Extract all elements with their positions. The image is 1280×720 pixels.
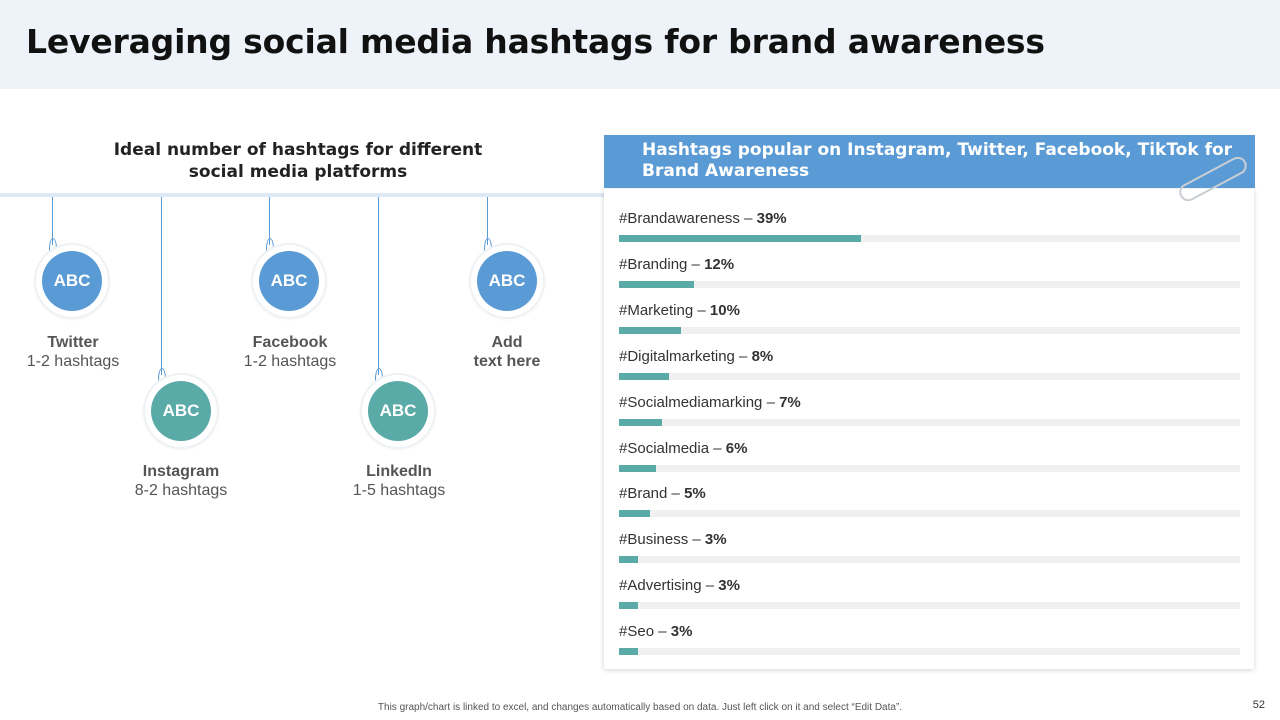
bar-value-label: 3% [718, 577, 740, 595]
platform-name-facebook: Facebook [252, 334, 328, 351]
bar[interactable] [619, 602, 638, 610]
bar-track [619, 235, 1240, 242]
bar-category: #Brandawareness [619, 210, 740, 227]
bar-value-label: 5% [684, 485, 706, 503]
bar-value-label: 39% [756, 210, 787, 227]
bar[interactable] [619, 556, 638, 564]
page-number: 52 [1252, 699, 1265, 711]
bar-separator: – [687, 255, 705, 273]
bar-separator: – [667, 485, 685, 503]
bar[interactable] [619, 464, 657, 472]
bar-category: #Socialmediamarking [619, 393, 763, 411]
footnote: This graph/chart is linked to excel, and… [377, 702, 903, 713]
bar-label: #Advertising – 3% [619, 577, 740, 594]
header-band [0, 0, 1280, 89]
platform-circle-facebook: ABC [253, 245, 325, 317]
bar-label: #Seo – 3% [619, 623, 692, 640]
bar-separator: – [709, 439, 726, 457]
pin-line [487, 197, 488, 245]
pin-line [378, 197, 379, 375]
bar-track [619, 326, 1240, 334]
bar-separator: – [734, 347, 752, 365]
left-title-line1: Ideal number of hashtags for different [113, 140, 483, 160]
bar[interactable] [619, 418, 663, 426]
platform-circle-linkedin: ABC [362, 375, 434, 447]
bar-category: #Business [619, 531, 689, 549]
circle-badge: ABC [259, 251, 319, 311]
bar-separator: – [762, 393, 780, 411]
hashtag-chart-panel [604, 189, 1254, 669]
bar-track [619, 510, 1240, 518]
platform-name-twitter: Twitter [47, 334, 99, 351]
pin-line [269, 197, 270, 245]
bar-label: #Marketing – 10% [619, 302, 740, 319]
bar-separator: – [693, 301, 710, 319]
page-title: Leveraging social media hashtags for bra… [26, 22, 1045, 61]
bar-track [619, 648, 1240, 656]
bar-value-label: 7% [779, 393, 801, 411]
bar-value-label: 10% [709, 301, 740, 319]
circle-badge: ABC [477, 251, 537, 311]
platform-detail-instagram: 8-2 hashtags [134, 482, 228, 499]
bar-value-label: 8% [751, 347, 774, 365]
bar-label: #Business – 3% [619, 531, 727, 548]
circle-badge: ABC [151, 381, 211, 441]
circle-badge: ABC [368, 381, 428, 441]
bar-track [619, 280, 1240, 288]
hanging-rule [0, 193, 605, 197]
panel-header-line1: Hashtags popular on Instagram, Twitter, … [642, 140, 1233, 160]
bar-label: #Brandawareness – 39% [619, 210, 787, 227]
platform-name-instagram: Instagram [142, 463, 220, 480]
bar[interactable] [619, 326, 682, 334]
bar-value-label: 3% [670, 623, 693, 641]
bar[interactable] [619, 648, 638, 656]
bar-category: #Brand [619, 485, 668, 503]
bar-category: #Marketing [619, 301, 694, 319]
bar[interactable] [619, 372, 669, 380]
bar-track [619, 602, 1240, 610]
bar-category: #Socialmedia [619, 439, 710, 457]
panel-header-line2: Brand Awareness [642, 161, 810, 181]
bar-separator: – [688, 531, 705, 549]
bar-track [619, 464, 1240, 472]
bar-value-label: 6% [725, 439, 748, 457]
bar-separator: – [701, 577, 719, 595]
platform-circle-instagram: ABC [145, 375, 217, 447]
bar-value-label: 3% [704, 531, 727, 549]
bar-separator: – [654, 623, 671, 641]
platform-detail-linkedin: 1-5 hashtags [352, 482, 446, 499]
bar-track [619, 418, 1240, 426]
platform-circle-add: ABC [471, 245, 543, 317]
left-title-line2: social media platforms [188, 162, 408, 182]
pin-line [161, 197, 162, 375]
bar-label: #Brand – 5% [619, 485, 706, 502]
bar-category: #Advertising [619, 577, 702, 595]
pin-line [52, 197, 53, 245]
bar-label: #Digitalmarketing – 8% [619, 348, 773, 365]
bar-track [619, 556, 1240, 564]
bar-value-label: 12% [704, 255, 735, 273]
bar-category: #Branding [619, 255, 688, 273]
bar[interactable] [619, 510, 651, 518]
bar[interactable] [619, 235, 862, 242]
circle-badge: ABC [42, 251, 102, 311]
bar-category: #Digitalmarketing [619, 347, 735, 365]
bar-label: #Branding – 12% [619, 256, 734, 273]
platform-detail-add: text here [473, 353, 541, 370]
bar-track [619, 372, 1240, 380]
left-section-title: Ideal number of hashtags for different s… [98, 139, 498, 183]
panel-header: Hashtags popular on Instagram, Twitter, … [604, 135, 1255, 188]
bar[interactable] [619, 280, 694, 288]
platform-name-add: Add [491, 334, 523, 351]
platform-circle-twitter: ABC [36, 245, 108, 317]
bar-category: #Seo [619, 623, 655, 641]
bar-label: #Socialmedia – 6% [619, 440, 747, 457]
bar-separator: – [739, 210, 757, 227]
platform-detail-facebook: 1-2 hashtags [243, 353, 337, 370]
platform-detail-twitter: 1-2 hashtags [26, 353, 120, 370]
platform-name-linkedin: LinkedIn [366, 463, 432, 480]
bar-label: #Socialmediamarking – 7% [619, 394, 801, 411]
